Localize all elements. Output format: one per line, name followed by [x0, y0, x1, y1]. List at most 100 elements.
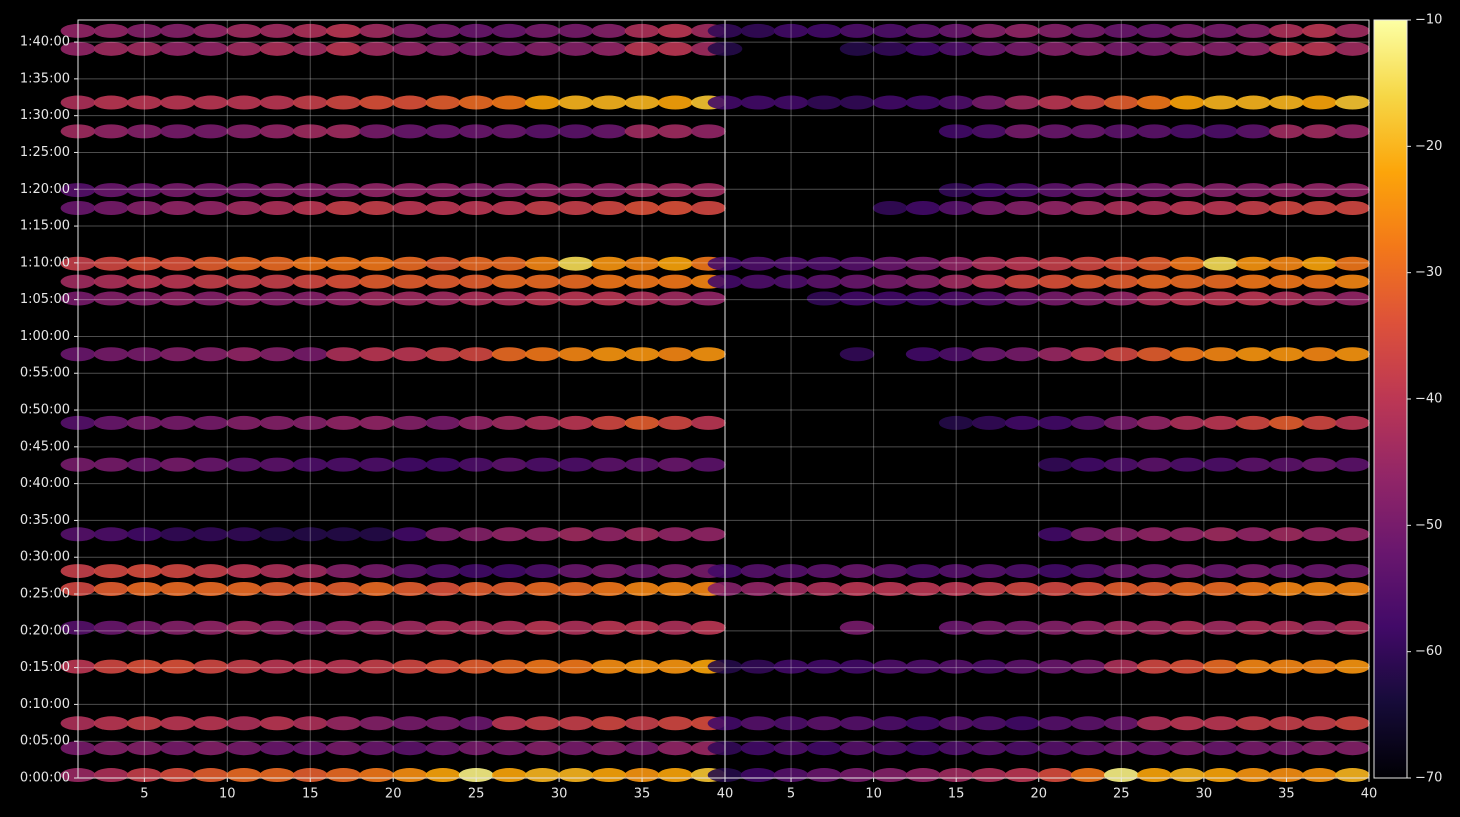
data-dot	[657, 256, 693, 271]
data-dot	[93, 183, 129, 198]
data-dot	[624, 620, 660, 635]
data-dot	[690, 291, 726, 306]
data-dot	[1037, 41, 1073, 56]
data-dot	[193, 415, 229, 430]
data-dot	[1236, 415, 1271, 430]
data-dot	[657, 95, 693, 110]
data-dot	[839, 581, 875, 596]
data-dot	[1203, 415, 1238, 430]
x-tick-label: 5	[787, 787, 795, 802]
data-dot	[126, 659, 162, 674]
data-dot	[1170, 768, 1205, 783]
data-dot	[1170, 457, 1205, 472]
data-dot	[1335, 620, 1370, 635]
data-dot	[193, 41, 229, 56]
x-tick-label: 40	[717, 787, 734, 802]
data-dot	[1302, 457, 1337, 472]
data-dot	[773, 256, 809, 271]
data-dot	[1335, 41, 1370, 56]
data-dot	[525, 274, 560, 289]
data-dot	[1004, 124, 1040, 139]
data-dot	[93, 768, 129, 783]
data-dot	[1136, 256, 1172, 271]
data-dot	[1269, 768, 1304, 783]
data-dot	[491, 256, 527, 271]
data-dot	[126, 256, 162, 271]
data-dot	[591, 256, 627, 271]
y-tick-label: 0:25:00	[20, 587, 70, 602]
data-dot	[525, 201, 560, 216]
data-dot	[1335, 256, 1370, 271]
data-dot	[126, 768, 162, 783]
data-dot	[1070, 768, 1106, 783]
data-dot	[938, 274, 974, 289]
data-dot	[558, 768, 594, 783]
data-dot	[624, 527, 660, 542]
data-dot	[1302, 95, 1337, 110]
data-dot	[1170, 124, 1205, 139]
data-dot	[292, 291, 328, 306]
y-tick-label: 1:10:00	[20, 255, 70, 270]
data-dot	[1037, 95, 1073, 110]
data-dot	[558, 291, 594, 306]
data-dot	[491, 527, 527, 542]
data-dot	[872, 274, 908, 289]
data-dot	[773, 564, 809, 579]
data-dot	[160, 23, 195, 38]
data-dot	[1203, 581, 1238, 596]
data-dot	[1236, 564, 1271, 579]
data-dot	[1170, 620, 1205, 635]
y-tick-label: 1:25:00	[20, 145, 70, 160]
y-tick-label: 0:55:00	[20, 366, 70, 381]
data-dot	[1236, 41, 1271, 56]
data-dot	[1103, 41, 1139, 56]
data-dot	[558, 564, 594, 579]
data-dot	[971, 183, 1007, 198]
data-dot	[624, 741, 660, 756]
data-dot	[740, 95, 776, 110]
data-dot	[160, 274, 195, 289]
data-dot	[93, 716, 129, 731]
data-dot	[458, 581, 494, 596]
data-dot	[292, 95, 328, 110]
data-dot	[905, 23, 941, 38]
data-dot	[126, 41, 162, 56]
data-dot	[1103, 256, 1139, 271]
data-dot	[1236, 768, 1271, 783]
data-dot	[226, 41, 262, 56]
data-dot	[359, 415, 395, 430]
data-dot	[1170, 347, 1205, 362]
data-dot	[259, 124, 295, 139]
data-dot	[359, 256, 395, 271]
data-dot	[1302, 716, 1337, 731]
data-dot	[1070, 41, 1106, 56]
data-dot	[259, 23, 295, 38]
data-dot	[359, 564, 395, 579]
data-dot	[392, 256, 428, 271]
data-dot	[160, 95, 195, 110]
data-dot	[160, 41, 195, 56]
data-dot	[1136, 768, 1172, 783]
data-dot	[425, 291, 461, 306]
data-dot	[905, 659, 941, 674]
data-dot	[1302, 415, 1337, 430]
data-dot	[657, 201, 693, 216]
data-dot	[259, 659, 295, 674]
data-dot	[1103, 527, 1139, 542]
data-dot	[392, 415, 428, 430]
data-dot	[425, 183, 461, 198]
data-dot	[839, 741, 875, 756]
data-dot	[1236, 95, 1271, 110]
data-dot	[1070, 564, 1106, 579]
data-dot	[1004, 201, 1040, 216]
data-dot	[1103, 95, 1139, 110]
data-dot	[905, 716, 941, 731]
data-dot	[740, 659, 776, 674]
y-tick-label: 1:20:00	[20, 182, 70, 197]
data-dot	[806, 716, 842, 731]
data-dot	[425, 95, 461, 110]
data-dot	[193, 256, 229, 271]
data-dot	[93, 415, 129, 430]
data-dot	[226, 415, 262, 430]
data-dot	[971, 347, 1007, 362]
